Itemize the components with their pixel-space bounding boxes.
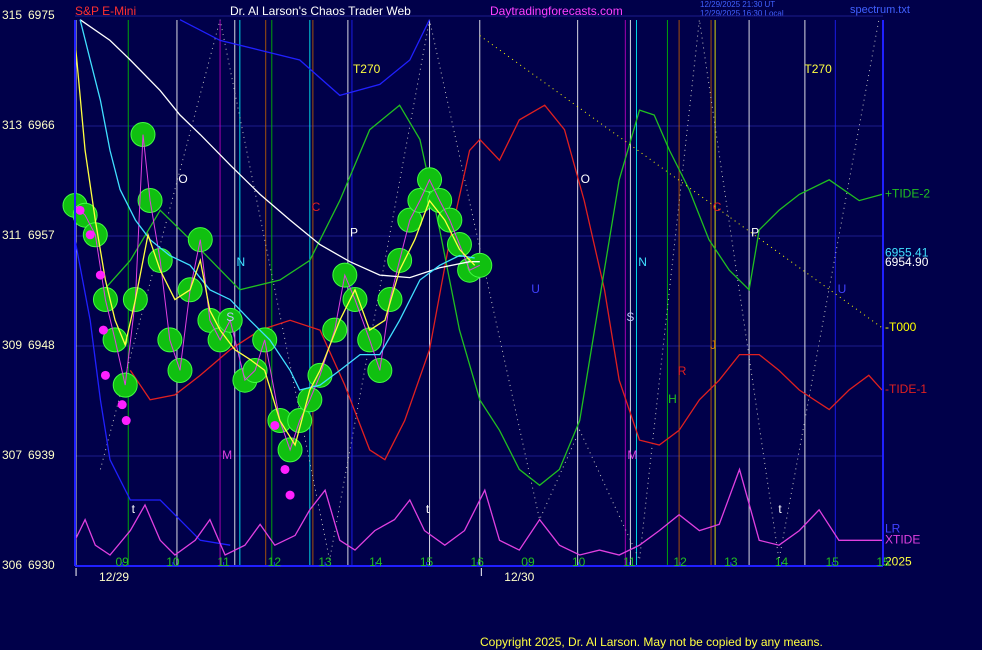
x-tick-label: 11 bbox=[217, 555, 230, 569]
y-tick-label: 306 bbox=[2, 558, 22, 572]
x-tick-label: 15 bbox=[826, 555, 840, 569]
pivot-dot bbox=[100, 370, 110, 380]
series-dotted bbox=[99, 19, 880, 562]
series-label: -TIDE-1 bbox=[885, 382, 927, 396]
x-tick-label: 12 bbox=[673, 555, 687, 569]
series-line bbox=[74, 19, 431, 546]
y-tick-label: 307 bbox=[2, 448, 22, 462]
y-tick-label: 6939 bbox=[28, 448, 55, 462]
x-tick-label: 12 bbox=[268, 555, 282, 569]
right-label: 2025 bbox=[885, 555, 912, 569]
site: Daytradingforecasts.com bbox=[490, 4, 623, 18]
date-label: 12/30 bbox=[504, 570, 534, 584]
annotation: N bbox=[638, 255, 647, 269]
y-tick-label: 313 bbox=[2, 118, 22, 132]
series-line bbox=[79, 19, 480, 279]
chart-title: Dr. Al Larson's Chaos Trader Web bbox=[230, 4, 411, 18]
annotation: C bbox=[312, 200, 321, 214]
right-label: LR bbox=[885, 522, 901, 536]
x-tick-label: 10 bbox=[572, 555, 586, 569]
y-tick-label: 6975 bbox=[28, 8, 55, 22]
annotation: H bbox=[668, 392, 677, 406]
time-stamp: 12/29/2025 21:30 UT bbox=[700, 0, 775, 9]
annotation: t bbox=[426, 502, 430, 516]
pivot-dot bbox=[117, 400, 127, 410]
series-line bbox=[74, 467, 882, 556]
series-label: -T000 bbox=[885, 320, 917, 334]
pivot-dot bbox=[270, 420, 280, 430]
y-tick-label: 6957 bbox=[28, 228, 55, 242]
pivot-dot bbox=[75, 205, 85, 215]
annotation: S bbox=[626, 310, 634, 324]
annotation: T270 bbox=[804, 62, 832, 76]
y-tick-label: 309 bbox=[2, 338, 22, 352]
copyright: Copyright 2025, Dr. Al Larson. May not b… bbox=[480, 635, 823, 649]
y-tick-label: 311 bbox=[2, 228, 21, 242]
x-tick-label: 13 bbox=[724, 555, 738, 569]
y-tick-label: 315 bbox=[2, 8, 22, 22]
annotation: C bbox=[713, 200, 722, 214]
pivot-dot bbox=[98, 325, 108, 335]
x-tick-label: 16 bbox=[471, 555, 485, 569]
annotation: M bbox=[222, 448, 232, 462]
annotation: O bbox=[581, 172, 590, 186]
series-label: XTIDE bbox=[885, 533, 920, 547]
symbol: S&P E-Mini bbox=[75, 4, 136, 18]
pivot-dot bbox=[95, 270, 105, 280]
annotation: U bbox=[838, 282, 847, 296]
right-label: 6955.41 bbox=[885, 245, 929, 259]
annotation: P bbox=[350, 226, 358, 240]
annotation: S bbox=[226, 310, 234, 324]
annotation: M bbox=[627, 448, 637, 462]
x-tick-label: 13 bbox=[318, 555, 332, 569]
file-name: spectrum.txt bbox=[850, 4, 910, 16]
y-tick-label: 6966 bbox=[28, 118, 55, 132]
x-tick-label: 15 bbox=[420, 555, 434, 569]
x-tick-label: 09 bbox=[115, 555, 129, 569]
price-bubble bbox=[130, 122, 156, 148]
x-tick-label: 09 bbox=[521, 555, 535, 569]
annotation: J bbox=[710, 338, 716, 352]
x-tick-label: 10 bbox=[166, 555, 180, 569]
x-tick-label: 11 bbox=[623, 555, 636, 569]
annotation: R bbox=[678, 364, 687, 378]
time-stamp: 12/29/2025 16:30 Local bbox=[700, 9, 784, 18]
date-label: 12/29 bbox=[99, 570, 129, 584]
y-tick-label: 6948 bbox=[28, 338, 55, 352]
x-tick-label: 15 bbox=[876, 555, 890, 569]
annotation: N bbox=[237, 255, 246, 269]
annotation: T270 bbox=[353, 62, 381, 76]
pivot-dot bbox=[285, 490, 295, 500]
price-line bbox=[74, 134, 481, 452]
annotation: U bbox=[531, 282, 540, 296]
series-line bbox=[94, 104, 883, 487]
annotation: t bbox=[132, 502, 136, 516]
right-label: 6954.90 bbox=[885, 255, 929, 269]
series-line bbox=[129, 104, 883, 461]
series-line bbox=[74, 40, 476, 447]
x-tick-label: 14 bbox=[775, 555, 789, 569]
y-tick-label: 6930 bbox=[28, 558, 55, 572]
series-label: +TIDE-2 bbox=[885, 187, 930, 201]
annotation: P bbox=[751, 226, 759, 240]
x-tick-label: 14 bbox=[369, 555, 383, 569]
series-line bbox=[79, 19, 475, 391]
pivot-dot bbox=[280, 464, 290, 474]
pivot-dot bbox=[121, 416, 131, 426]
annotation: O bbox=[178, 172, 187, 186]
annotation: t bbox=[778, 502, 782, 516]
pivot-dot bbox=[85, 230, 95, 240]
